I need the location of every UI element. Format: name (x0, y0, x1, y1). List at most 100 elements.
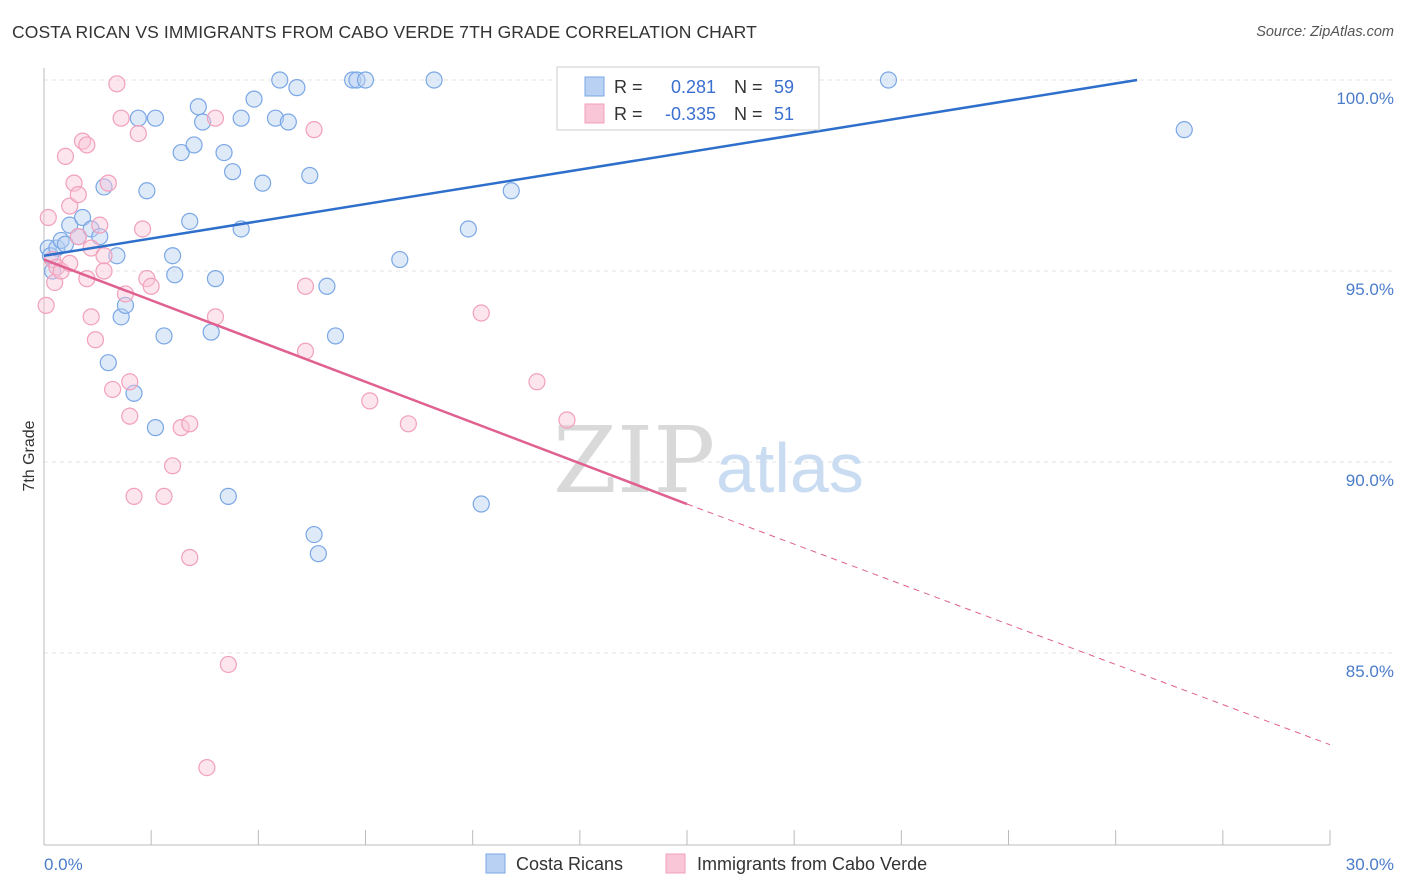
costa-rican-point (99, 354, 117, 372)
costa-rican-point (215, 143, 233, 162)
legend-r-value-2: -0.335 (665, 104, 716, 124)
cabo-verde-point (108, 75, 126, 93)
y-axis-label: 7th Grade (21, 420, 38, 491)
costa-rican-point (166, 266, 184, 284)
costa-rican-point (326, 327, 345, 345)
costa-rican-point (318, 277, 336, 295)
y-tick-label-90: 90.0% (1346, 471, 1394, 490)
cabo-verde-point (472, 304, 490, 322)
cabo-verde-point (56, 147, 75, 165)
legend-swatch-blue (584, 76, 605, 97)
costa-rican-point (181, 212, 199, 230)
costa-rican-point (356, 71, 375, 89)
trend-line-cabo-verde (43, 258, 688, 506)
series-legend-label-pink: Immigrants from Cabo Verde (697, 854, 927, 874)
cabo-verde-point (69, 228, 87, 246)
cabo-verde-point (296, 277, 315, 295)
costa-rican-point (309, 545, 327, 563)
costa-rican-point (1175, 121, 1193, 139)
cabo-verde-point (39, 208, 57, 227)
costa-rican-point (502, 182, 520, 200)
cabo-verde-point (206, 109, 225, 127)
grid-lines (44, 79, 1394, 654)
series-costa-ricans (39, 71, 1193, 563)
costa-rican-point (189, 98, 207, 116)
cabo-verde-point (86, 331, 105, 349)
costa-rican-point (155, 327, 173, 345)
costa-rican-point (172, 143, 190, 162)
cabo-verde-point (37, 296, 55, 314)
costa-rican-point (224, 163, 242, 181)
costa-rican-point (344, 71, 362, 89)
cabo-verde-point (78, 136, 96, 154)
cabo-verde-point (112, 109, 130, 127)
cabo-verde-point (305, 121, 323, 139)
costa-rican-point (129, 109, 147, 127)
costa-rican-point (266, 109, 285, 127)
cabo-verde-point (125, 487, 143, 505)
cabo-verde-point (558, 411, 576, 429)
series-legend-swatch-pink (665, 853, 686, 874)
cabo-verde-point (82, 308, 100, 326)
costa-rican-point (391, 250, 409, 269)
y-tick-label-95: 95.0% (1346, 280, 1394, 299)
cabo-verde-point (121, 407, 139, 425)
correlation-legend: R = 0.281 N = 59 R = -0.335 N = 51 (556, 66, 820, 131)
watermark: ZIP atlas (553, 407, 864, 514)
costa-rican-point (279, 113, 297, 131)
cabo-verde-point (164, 457, 182, 475)
cabo-verde-point (155, 487, 173, 505)
cabo-verde-point (181, 548, 199, 567)
costa-rican-point (108, 247, 126, 265)
costa-rican-point (73, 208, 92, 227)
costa-rican-point (138, 182, 156, 200)
series-cabo-verde (37, 71, 645, 777)
costa-rican-point (301, 166, 319, 185)
legend-n-value-2: 51 (774, 104, 794, 124)
costa-rican-point (254, 174, 272, 192)
costa-rican-point (305, 525, 323, 544)
cabo-verde-point (103, 380, 122, 399)
trend-line-cabo-verde-extrapolated (686, 503, 1331, 746)
trend-lines (43, 78, 1331, 746)
series-legend-label-blue: Costa Ricans (516, 854, 623, 874)
legend-r-value-1: 0.281 (671, 77, 716, 97)
costa-rican-point (185, 136, 203, 154)
cabo-verde-point (399, 415, 417, 433)
x-tick-label-min: 0.0% (44, 855, 83, 874)
series-legend-swatch-blue (485, 853, 506, 874)
costa-rican-point (61, 216, 79, 234)
cabo-verde-point (95, 262, 113, 280)
costa-rican-point (879, 71, 898, 89)
legend-r-label-2: R = (614, 104, 643, 124)
chart-source: Source: ZipAtlas.com (1256, 24, 1394, 40)
costa-rican-point (146, 419, 165, 437)
costa-rican-point (232, 109, 250, 127)
cabo-verde-point (61, 197, 79, 215)
cabo-verde-point (198, 758, 216, 777)
trend-line-costa-ricans (43, 78, 1138, 257)
costa-rican-point (194, 113, 212, 131)
costa-rican-point (146, 109, 165, 127)
legend-n-value-1: 59 (774, 77, 794, 97)
y-tick-labels: 85.0% 90.0% 95.0% 100.0% (1336, 89, 1394, 681)
costa-rican-point (459, 220, 477, 238)
cabo-verde-point (181, 415, 199, 433)
costa-rican-point (288, 79, 306, 97)
cabo-verde-point (129, 124, 147, 143)
costa-rican-point (164, 247, 182, 265)
cabo-verde-point (99, 174, 117, 192)
cabo-verde-point (121, 373, 139, 391)
cabo-verde-point (133, 220, 152, 238)
legend-n-label-2: N = (734, 104, 763, 124)
chart-title: COSTA RICAN VS IMMIGRANTS FROM CABO VERD… (12, 22, 757, 42)
watermark-atlas: atlas (716, 429, 864, 507)
cabo-verde-point (69, 186, 87, 204)
x-ticks (43, 830, 1331, 845)
legend-n-label-1: N = (734, 77, 763, 97)
cabo-verde-point (95, 247, 113, 265)
costa-rican-point (472, 495, 490, 513)
x-tick-label-max: 30.0% (1346, 855, 1394, 874)
cabo-verde-point (142, 277, 160, 295)
